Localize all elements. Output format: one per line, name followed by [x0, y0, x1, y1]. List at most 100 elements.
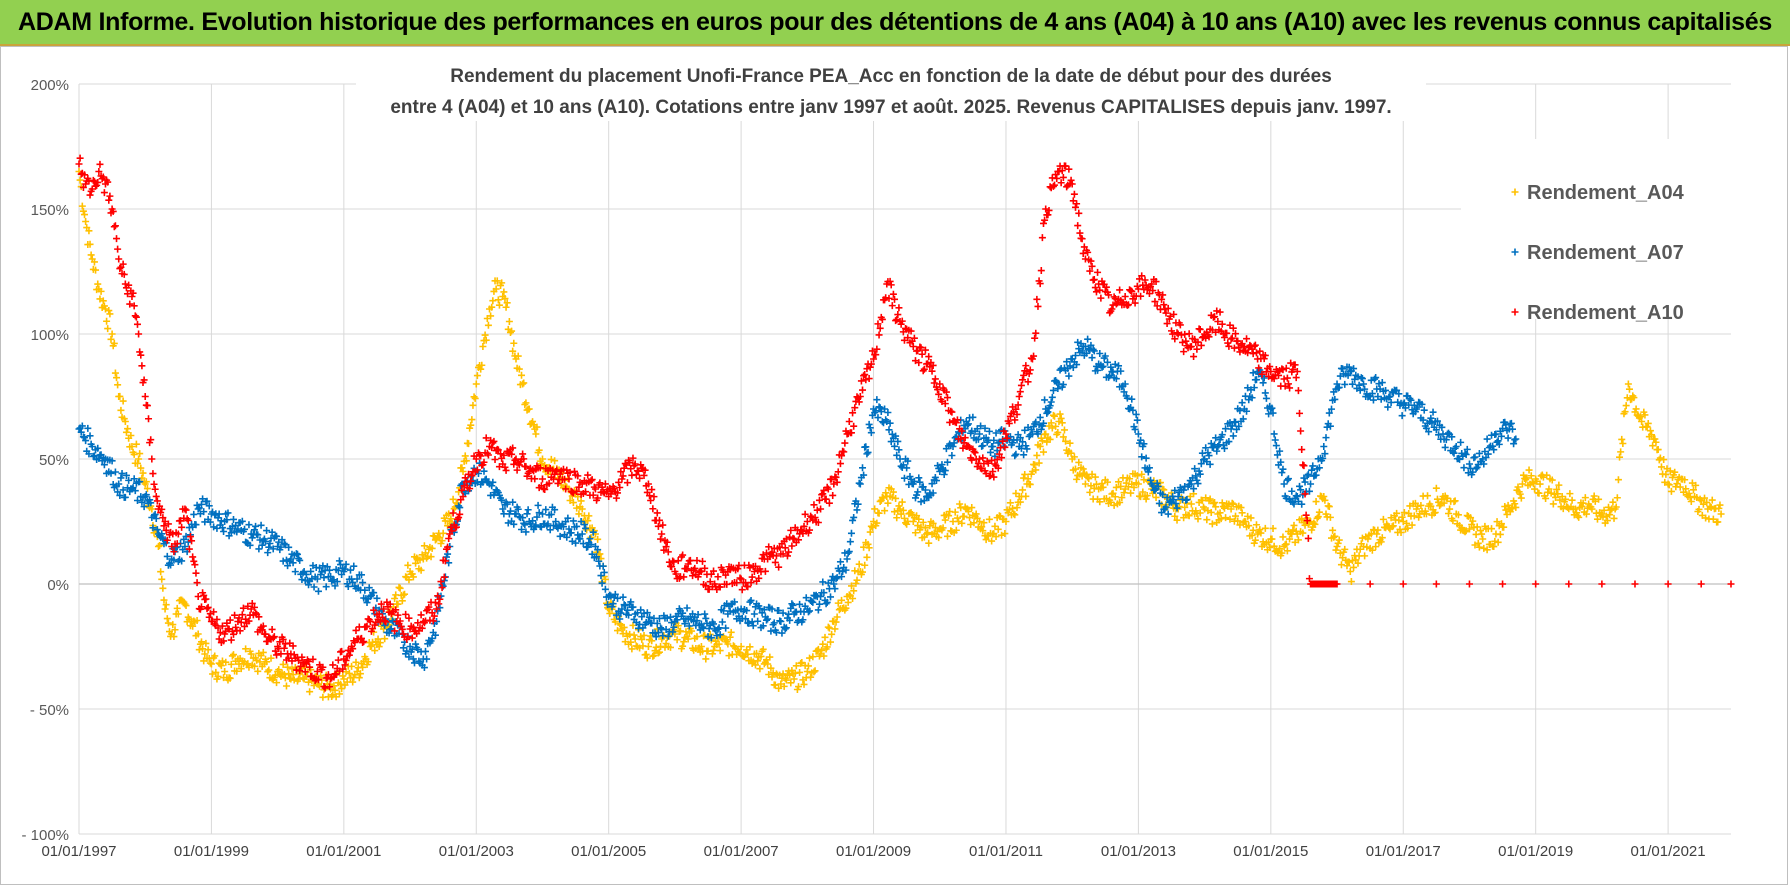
- data-point: [683, 565, 691, 573]
- data-point: [186, 533, 194, 541]
- data-point: [259, 648, 267, 656]
- data-point: [116, 392, 124, 400]
- data-point: [141, 393, 149, 400]
- data-point: [770, 619, 778, 627]
- data-point: [824, 485, 832, 493]
- data-point: [1174, 493, 1182, 500]
- data-point: [78, 422, 86, 430]
- data-point: [90, 178, 98, 186]
- data-point: [787, 526, 795, 534]
- data-point: [227, 636, 235, 644]
- data-point: [190, 557, 198, 565]
- data-point: [866, 424, 874, 432]
- data-point: [1251, 341, 1259, 349]
- data-point: [801, 510, 809, 518]
- data-point: [452, 523, 460, 531]
- data-point: [1072, 465, 1079, 473]
- data-point: [422, 647, 430, 655]
- data-point: [396, 617, 404, 625]
- data-point: [757, 652, 765, 660]
- data-point: [978, 523, 986, 531]
- data-point: [917, 498, 925, 506]
- data-point: [1070, 190, 1078, 198]
- data-point: [522, 399, 530, 407]
- data-point: [1666, 467, 1674, 475]
- data-point: [1641, 411, 1649, 419]
- data-point: [1373, 530, 1381, 538]
- data-point: [920, 497, 928, 505]
- chart-title: Rendement du placement Unofi-France PEA_…: [356, 59, 1426, 121]
- data-point: [863, 553, 871, 561]
- data-point: [1598, 580, 1606, 588]
- data-point: [864, 448, 872, 456]
- data-point: [1432, 580, 1440, 588]
- data-point: [189, 553, 197, 561]
- data-point: [1290, 521, 1298, 529]
- data-point: [449, 509, 457, 517]
- data-point: [1054, 428, 1062, 436]
- data-point: [173, 540, 181, 548]
- data-point: [223, 516, 231, 524]
- data-point: [940, 471, 948, 478]
- data-point: [143, 485, 151, 493]
- data-point: [1379, 515, 1387, 523]
- data-point: [1075, 209, 1083, 217]
- data-point: [616, 483, 624, 491]
- data-point: [167, 561, 175, 569]
- data-point: [945, 512, 953, 520]
- data-point: [1454, 511, 1462, 519]
- data-point: [456, 504, 464, 512]
- data-point: [807, 673, 815, 681]
- data-point: [806, 654, 814, 662]
- data-point: [781, 625, 789, 633]
- data-point: [1703, 498, 1711, 506]
- data-point: [641, 466, 649, 474]
- data-point: [326, 566, 334, 574]
- data-point: [147, 499, 155, 507]
- data-point: [154, 543, 162, 550]
- data-point: [1542, 494, 1550, 502]
- data-point: [815, 600, 823, 608]
- data-point: [1435, 431, 1443, 439]
- data-point: [1002, 430, 1010, 438]
- data-point: [1314, 513, 1322, 521]
- data-point: [277, 650, 285, 658]
- data-point: [775, 563, 783, 571]
- data-point: [138, 498, 146, 506]
- data-point: [158, 505, 166, 513]
- data-point: [771, 558, 779, 566]
- data-point: [1225, 438, 1233, 446]
- data-point: [553, 466, 561, 474]
- data-point: [295, 656, 303, 664]
- data-point: [163, 552, 171, 560]
- data-point: [1425, 428, 1433, 436]
- data-point: [1152, 493, 1160, 501]
- data-point: [338, 685, 346, 693]
- data-point: [749, 622, 757, 630]
- data-point: [1368, 390, 1376, 398]
- data-point: [1011, 416, 1019, 424]
- data-point: [767, 627, 775, 635]
- data-point: [1480, 544, 1488, 552]
- data-point: [822, 495, 830, 503]
- data-point: [917, 344, 925, 352]
- data-point: [1142, 454, 1150, 462]
- data-point: [911, 529, 919, 537]
- data-point: [807, 512, 815, 520]
- data-point: [617, 609, 625, 617]
- data-point: [162, 601, 170, 609]
- data-point: [1096, 498, 1104, 506]
- data-point: [598, 579, 606, 587]
- data-point: [133, 496, 141, 504]
- data-point: [899, 506, 907, 514]
- data-point: [1171, 335, 1179, 343]
- data-point: [148, 455, 156, 463]
- data-point: [1284, 380, 1292, 388]
- data-point: [170, 633, 178, 641]
- data-point: [832, 575, 840, 583]
- data-point: [1060, 426, 1068, 434]
- x-tick-label: 01/01/2021: [1631, 843, 1706, 860]
- data-point: [1648, 431, 1656, 439]
- data-point: [971, 449, 979, 457]
- data-point: [1035, 459, 1043, 467]
